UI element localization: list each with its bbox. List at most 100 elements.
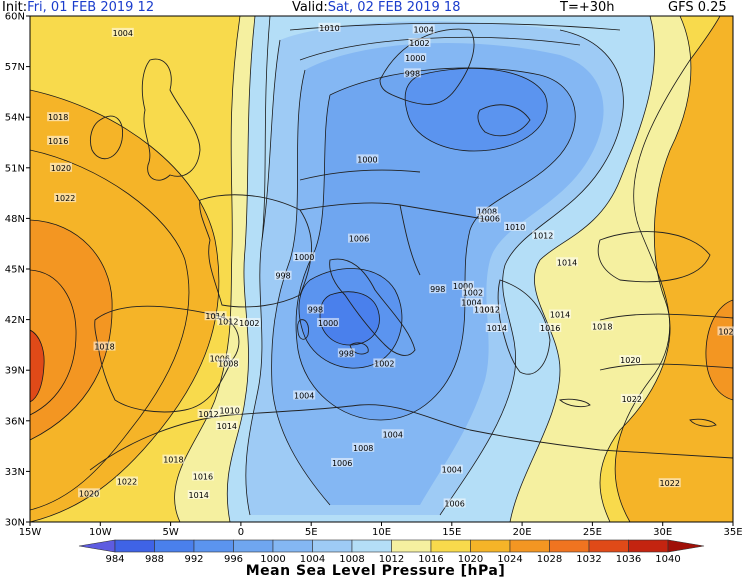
isobar-label: 1010 — [319, 24, 339, 33]
lon-label: 10W — [89, 527, 112, 538]
isobar-label-bg — [337, 348, 355, 358]
isobar-label-bg — [274, 270, 292, 280]
lat-label: 45N — [5, 265, 25, 276]
isobar-label-bg — [356, 154, 379, 164]
isobar-label: 1016 — [193, 472, 213, 481]
colorbar-box — [233, 539, 274, 553]
colorbar-box — [272, 539, 313, 553]
isobar-label: 1020 — [620, 356, 640, 365]
isobar-label: 1020 — [79, 489, 99, 498]
lat-label: 30N — [5, 518, 25, 529]
isobar-label-bg — [556, 257, 579, 267]
init-value: Fri, 01 FEB 2019 12 — [27, 0, 155, 15]
colorbar-tick-label: 1016 — [418, 554, 443, 565]
isobar-label: 1000 — [294, 253, 314, 262]
lat-label: 60N — [5, 12, 25, 23]
isobar-label: 1004 — [414, 25, 434, 34]
field-994-med — [320, 291, 380, 345]
longitude-labels: 15W 10W 5W 0 5E 10E 15E 20E 25E 30E 35E — [19, 527, 743, 538]
colorbar-box — [154, 539, 195, 553]
isobar-label-bg — [197, 409, 220, 419]
isobar-label-bg — [218, 405, 241, 415]
isobar-label-bg — [217, 358, 240, 368]
colorbar-tick-label: 1024 — [497, 554, 522, 565]
colorbar-box — [628, 539, 669, 553]
colorbar-box — [193, 539, 234, 553]
colorbar-tick-label: 992 — [184, 554, 203, 565]
isobar-label-bg — [478, 213, 501, 223]
lat-label: 48N — [5, 214, 25, 225]
isobar-label: 998 — [339, 349, 354, 358]
colorbar-box — [430, 539, 471, 553]
colorbar-tick-label: 988 — [145, 554, 164, 565]
isobar-label: 1014 — [550, 311, 570, 320]
isobar-label: 1000 — [405, 54, 425, 63]
colorbar-tick-label: 1036 — [616, 554, 641, 565]
isobar-label-bg — [191, 471, 214, 481]
isobar-label: 1012 — [480, 305, 500, 314]
isobar-label: 1004 — [294, 392, 314, 401]
axis-ticks — [26, 15, 734, 526]
isobar-label: 1000 — [318, 319, 338, 328]
lon-label: 15W — [19, 527, 42, 538]
pressure-field — [30, 16, 733, 522]
isobar-label: 998 — [308, 305, 323, 314]
field-atlantic-1028 — [30, 220, 113, 440]
isobar-label-bg — [187, 490, 210, 500]
isobar-label: 1016 — [48, 137, 68, 146]
isobar-label-bg — [116, 476, 139, 486]
isobar-label: 1012 — [198, 410, 218, 419]
latitude-labels: 60N 57N 54N 51N 48N 45N 42N 39N 36N 33N 30N — [5, 12, 25, 529]
isobar-label-bg — [293, 390, 316, 400]
isobar-label: 1002 — [463, 289, 483, 298]
lon-label: 25E — [583, 527, 602, 538]
isobar-label-bg — [318, 22, 341, 32]
isobar-label-bg — [54, 193, 77, 203]
isobar-label: 1000 — [357, 155, 377, 164]
colorbar: 984 988 992 996 1000 1004 1008 1012 1016 1020 1024… — [78, 539, 705, 565]
colorbar-box — [312, 539, 353, 553]
isobar-label-bg — [549, 309, 572, 319]
isobar-label: 1014 — [205, 312, 225, 321]
colorbar-tick-label: 1040 — [655, 554, 680, 565]
isobar-label-bg — [238, 317, 261, 327]
isobar-label: 1000 — [453, 282, 473, 291]
isobar-label: 1012 — [533, 231, 553, 240]
isobar-label-bg — [620, 393, 643, 403]
lon-label: 10E — [372, 527, 391, 538]
isobar-label-bg — [162, 454, 185, 464]
isobar-label: 1010 — [505, 223, 525, 232]
isobar-label-bg — [404, 53, 427, 63]
lon-label: 20E — [513, 527, 532, 538]
isobar-label-bg — [460, 297, 483, 307]
lat-label: 54N — [5, 113, 25, 124]
isobar-label: 1014 — [557, 258, 577, 267]
isobar-label: 1002 — [409, 39, 429, 48]
isobar-label-bg — [539, 323, 562, 333]
isobar-label: 1008 — [218, 359, 238, 368]
isobar-label-bg — [408, 37, 431, 47]
valid-value: Sat, 02 FEB 2019 18 — [327, 0, 461, 15]
isobar-label: 998 — [405, 69, 420, 78]
colorbar-tick-label: 1012 — [379, 554, 404, 565]
colorbar-box — [509, 539, 550, 553]
colorbar-box — [391, 539, 432, 553]
isobar-label-bg — [429, 284, 447, 294]
init-time: Init:Fri, 01 FEB 2019 12 — [2, 0, 154, 16]
isobar-label: 998 — [275, 272, 290, 281]
isobar-label-bg — [532, 230, 555, 240]
isobar-label: 1016 — [540, 324, 560, 333]
lon-label: 30E — [653, 527, 672, 538]
isobar-label: 998 — [430, 285, 445, 294]
isobar-label-bg — [352, 442, 375, 452]
lat-label: 57N — [5, 62, 25, 73]
isobar-label: 1014 — [487, 324, 507, 333]
init-label: Init: — [2, 0, 28, 15]
isobar-label-bg — [93, 341, 116, 351]
isobar-label-bg — [412, 24, 435, 34]
isobar-label-bg — [381, 429, 404, 439]
isobar-label: 102 — [718, 327, 733, 336]
isobar-label: 1004 — [442, 466, 462, 475]
